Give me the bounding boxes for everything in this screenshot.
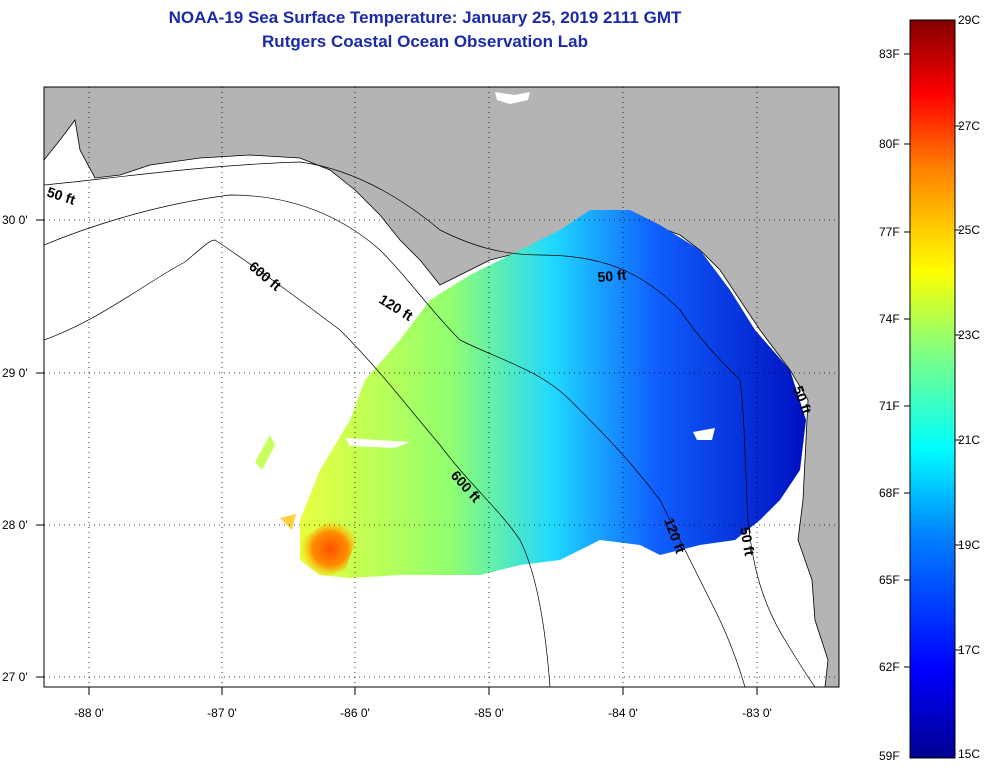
- colorbar-f-ticks: [904, 53, 910, 668]
- lon-label: -83 0': [742, 706, 772, 720]
- colorbar-f-label: 74F: [879, 312, 900, 326]
- lat-label: 30 0': [2, 213, 28, 227]
- contour-50ft-south: [739, 379, 816, 687]
- contour-600ft: [44, 239, 551, 687]
- map-subtitle: Rutgers Coastal Ocean Observation Lab: [262, 32, 588, 51]
- colorbar-f-label: 71F: [879, 399, 900, 413]
- colorbar-f-label: 77F: [879, 225, 900, 239]
- colorbar-c-label: 19C: [958, 538, 980, 552]
- contour-label-50ft: 50 ft: [597, 267, 627, 285]
- lat-label: 29 0': [2, 366, 28, 380]
- colorbar-c-label: 25C: [958, 223, 980, 237]
- cloud-gap: [345, 438, 410, 448]
- colorbar-c-label: 15C: [958, 747, 980, 761]
- lat-label: 28 0': [2, 518, 28, 532]
- lon-label: -84 0': [608, 706, 638, 720]
- lon-label: -86 0': [340, 706, 370, 720]
- cloud-gap: [693, 428, 715, 440]
- lon-label: -87 0': [207, 706, 237, 720]
- map-border: [43, 86, 840, 688]
- colorbar-c-ticks: [955, 125, 961, 651]
- colorbar-f-label: 68F: [879, 486, 900, 500]
- colorbar-f-label: 65F: [879, 573, 900, 587]
- colorbar-c-label: 27C: [958, 119, 980, 133]
- lake: [495, 92, 530, 104]
- lat-label: 27 0': [2, 670, 28, 684]
- colorbar: [909, 19, 956, 759]
- colorbar-f-label: 83F: [879, 47, 900, 61]
- colorbar-c-label: 17C: [958, 643, 980, 657]
- colorbar-f-label: 80F: [879, 137, 900, 151]
- axis-ticks: [36, 219, 758, 695]
- sst-swath: [300, 210, 806, 578]
- contour-50ft: [44, 161, 741, 381]
- colorbar-f-label: 59F: [879, 749, 900, 763]
- map-title: NOAA-19 Sea Surface Temperature: January…: [168, 8, 682, 27]
- graticule: [44, 87, 839, 687]
- colorbar-f-label: 62F: [879, 660, 900, 674]
- swath-fragment: [280, 514, 296, 530]
- lon-label: -88 0': [74, 706, 104, 720]
- swath-fragment: [255, 435, 275, 470]
- contour-120ft: [44, 194, 746, 687]
- colorbar-c-label: 21C: [958, 433, 980, 447]
- colorbar-c-label: 29C: [958, 13, 980, 27]
- contour-label-50ft: 50 ft: [737, 526, 758, 557]
- lon-label: -85 0': [474, 706, 504, 720]
- warm-patch: [300, 520, 360, 578]
- colorbar-c-label: 23C: [958, 328, 980, 342]
